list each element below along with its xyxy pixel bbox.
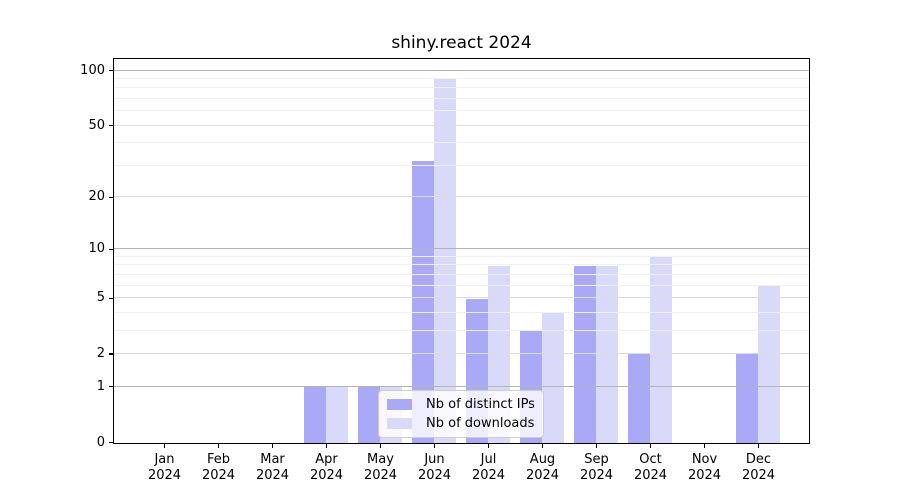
bar-ips-may — [358, 387, 380, 443]
grid-layer — [114, 59, 809, 443]
x-tick-mark-apr — [325, 444, 328, 448]
gridline-9 — [114, 255, 809, 257]
gridline-8 — [114, 264, 809, 266]
bar-downloads-oct — [650, 257, 672, 443]
bar-ips-jun — [412, 161, 434, 443]
gridline-40 — [114, 142, 809, 144]
x-tick-label-may: May 2024 — [363, 452, 398, 483]
x-tick-label-jan: Jan 2024 — [147, 452, 182, 483]
y-tick-mark-50 — [109, 125, 113, 127]
legend-swatch-downloads — [387, 418, 412, 429]
x-tick-mark-may — [379, 444, 382, 448]
gridline-7 — [114, 273, 809, 275]
x-tick-label-feb: Feb 2024 — [201, 452, 236, 483]
y-tick-label-0: 0 — [96, 434, 105, 450]
y-tick-label-2: 2 — [96, 345, 105, 361]
y-tick-label-20: 20 — [88, 189, 105, 205]
gridline-80 — [114, 87, 809, 89]
y-tick-mark-5 — [109, 297, 113, 299]
y-tick-label-5: 5 — [96, 290, 105, 306]
gridline-70 — [114, 98, 809, 100]
gridline-6 — [114, 284, 809, 286]
y-tick-mark-10 — [109, 248, 113, 250]
x-tick-label-dec: Dec 2024 — [741, 452, 776, 483]
y-tick-label-10: 10 — [88, 241, 105, 257]
gridline-3 — [114, 329, 809, 331]
x-tick-label-jul: Jul 2024 — [471, 452, 506, 483]
x-tick-mark-nov — [703, 444, 706, 448]
y-tick-mark-0 — [109, 441, 113, 444]
bar-downloads-aug — [542, 313, 564, 443]
y-tick-mark-20 — [109, 196, 113, 198]
bar-ips-sep — [574, 265, 596, 443]
gridline-90 — [114, 78, 809, 80]
x-tick-label-apr: Apr 2024 — [309, 452, 344, 483]
y-tick-mark-100 — [109, 70, 113, 72]
x-tick-mark-mar — [271, 444, 274, 448]
y-tick-label-1: 1 — [96, 378, 105, 394]
x-tick-label-mar: Mar 2024 — [255, 452, 290, 483]
gridline-30 — [114, 164, 809, 166]
bar-ips-dec — [736, 354, 758, 443]
plot-area: Nb of distinct IPs Nb of downloads — [113, 58, 810, 444]
x-tick-label-sep: Sep 2024 — [579, 452, 614, 483]
bar-downloads-jun — [434, 77, 456, 443]
gridline-4 — [114, 311, 809, 313]
bar-ips-oct — [628, 354, 650, 443]
legend-swatch-distinct-ips — [387, 399, 412, 410]
x-tick-mark-sep — [595, 444, 598, 448]
gridline-5 — [114, 297, 809, 299]
bar-ips-apr — [304, 387, 326, 443]
gridline-10 — [114, 248, 809, 250]
legend-row-distinct-ips: Nb of distinct IPs — [387, 395, 535, 414]
y-tick-label-50: 50 — [88, 117, 105, 133]
x-tick-mark-oct — [649, 444, 652, 448]
gridline-2 — [114, 352, 809, 354]
x-tick-label-oct: Oct 2024 — [633, 452, 668, 483]
x-tick-mark-dec — [757, 444, 760, 448]
legend-label-distinct-ips: Nb of distinct IPs — [426, 397, 535, 412]
bar-downloads-sep — [596, 265, 618, 443]
legend: Nb of distinct IPs Nb of downloads — [378, 390, 544, 438]
gridline-50 — [114, 124, 809, 126]
legend-row-downloads: Nb of downloads — [387, 414, 535, 433]
chart-title: shiny.react 2024 — [391, 33, 532, 53]
x-tick-mark-jun — [433, 444, 436, 448]
gridline-60 — [114, 110, 809, 112]
x-tick-label-jun: Jun 2024 — [417, 452, 452, 483]
x-tick-mark-feb — [217, 444, 220, 448]
x-tick-mark-aug — [541, 444, 544, 448]
x-tick-label-aug: Aug 2024 — [525, 452, 560, 483]
x-tick-mark-jan — [163, 444, 166, 448]
bar-downloads-apr — [326, 387, 348, 443]
gridline-20 — [114, 196, 809, 198]
gridline-100 — [114, 69, 809, 71]
legend-label-downloads: Nb of downloads — [426, 416, 535, 431]
bar-downloads-dec — [758, 286, 780, 443]
gridline-1 — [114, 385, 809, 387]
y-tick-mark-1 — [109, 386, 113, 388]
y-tick-label-100: 100 — [80, 62, 105, 78]
x-tick-mark-jul — [487, 444, 490, 448]
x-tick-label-nov: Nov 2024 — [687, 452, 722, 483]
y-tick-mark-2 — [109, 353, 113, 355]
